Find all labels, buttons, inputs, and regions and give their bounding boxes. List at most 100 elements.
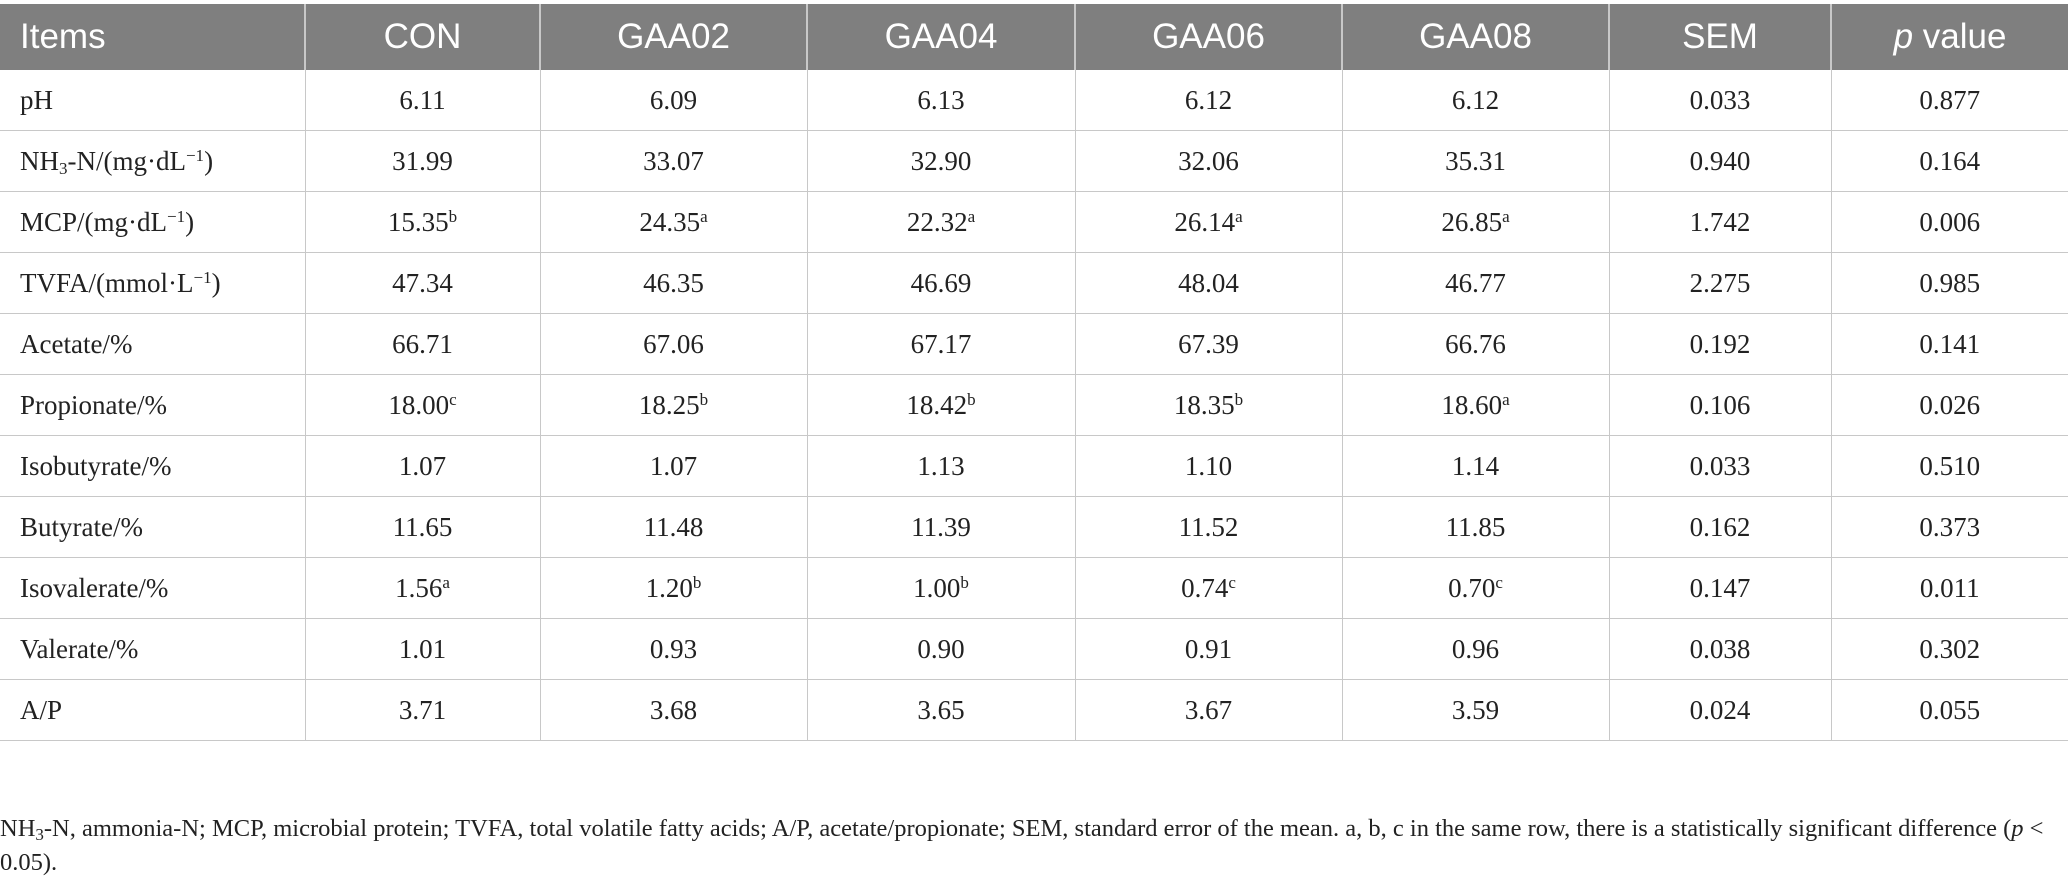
item-text-pre: NH (20, 145, 59, 176)
row-item-label: A/P (0, 679, 306, 741)
row-item-label: Propionate/% (0, 374, 306, 436)
cell-value: 67.39 (1178, 328, 1239, 359)
table-row: Acetate/% 66.71 67.06 67.17 67.39 66.76 0.192 0… (0, 313, 2068, 375)
cell-significance-letter: a (1235, 206, 1243, 226)
cell-gaa04: 46.69 (807, 252, 1076, 314)
cell-value: 24.35 (639, 206, 701, 237)
cell-gaa06: 26.14a (1075, 191, 1343, 253)
item-text: Acetate/% (20, 328, 133, 359)
cell-value: 11.52 (1178, 511, 1239, 542)
table-row: Isovalerate/% 1.56a 1.20b 1.00b 0.74c 0.70c 0.… (0, 557, 2068, 619)
cell-con: 15.35b (305, 191, 541, 253)
cell-value: 1.00 (913, 572, 961, 603)
cell-value: 67.06 (643, 328, 704, 359)
cell-gaa06: 0.91 (1075, 618, 1343, 680)
cell-value: 33.07 (643, 145, 704, 176)
cell-con: 3.71 (305, 679, 541, 741)
item-text-post: ) (204, 145, 214, 176)
cell-value: 3.68 (649, 694, 698, 725)
cell-value: 3.71 (398, 694, 447, 725)
cell-sem: 0.147 (1609, 557, 1832, 619)
cell-value: 6.09 (649, 84, 698, 115)
cell-gaa06: 1.10 (1075, 435, 1343, 497)
cell-gaa08: 46.77 (1342, 252, 1610, 314)
table-row: TVFA/(mmol·L−1) 47.34 46.35 46.69 48.04 46.77… (0, 252, 2068, 314)
cell-significance-letter: c (1228, 572, 1236, 592)
cell-value: 0.93 (649, 633, 698, 664)
table-body: pH 6.11 6.09 6.13 6.12 6.12 0.033 0.877 NH3-N/(m… (0, 70, 2068, 741)
cell-con: 31.99 (305, 130, 541, 192)
cell-value: 35.31 (1445, 145, 1506, 176)
cell-p-value: 0.985 (1831, 252, 2068, 314)
cell-gaa06: 18.35b (1075, 374, 1343, 436)
cell-gaa02: 6.09 (540, 70, 808, 131)
cell-value: 0.91 (1184, 633, 1233, 664)
cell-con: 1.07 (305, 435, 541, 497)
table-row: Propionate/% 18.00c 18.25b 18.42b 18.35b 18.6… (0, 374, 2068, 436)
cell-significance-letter: a (967, 206, 976, 226)
cell-con: 6.11 (305, 70, 541, 131)
header-p-value: p value (1831, 4, 2068, 70)
cell-significance-letter: b (448, 206, 458, 226)
cell-gaa04: 6.13 (807, 70, 1076, 131)
row-item-label: Butyrate/% (0, 496, 306, 558)
cell-value: 6.12 (1184, 84, 1233, 115)
cell-value: 1.56 (395, 572, 443, 603)
cell-gaa04: 0.90 (807, 618, 1076, 680)
header-gaa04: GAA04 (807, 4, 1076, 70)
cell-con: 66.71 (305, 313, 541, 375)
cell-gaa02: 1.20b (540, 557, 808, 619)
cell-value: 67.17 (910, 328, 972, 359)
cell-value: 3.65 (917, 694, 965, 725)
cell-gaa06: 32.06 (1075, 130, 1343, 192)
cell-value: 6.12 (1451, 84, 1500, 115)
footnote-text-2: < 0.05). (0, 815, 2044, 876)
cell-gaa06: 0.74c (1075, 557, 1343, 619)
cell-gaa04: 3.65 (807, 679, 1076, 741)
cell-p-value: 0.011 (1831, 557, 2068, 619)
cell-gaa06: 6.12 (1075, 70, 1343, 131)
item-text: Butyrate/% (20, 511, 143, 542)
footnote-text-1: -N, ammonia-N; MCP, microbial protein; T… (43, 815, 2012, 842)
row-item-label: TVFA/(mmol·L−1) (0, 252, 306, 314)
table-row: NH3-N/(mg·dL−1) 31.99 33.07 32.90 32.06 35.31… (0, 130, 2068, 192)
item-superscript: −1 (167, 206, 186, 226)
cell-con: 1.56a (305, 557, 541, 619)
cell-sem: 0.106 (1609, 374, 1832, 436)
item-text-post: ) (185, 206, 195, 237)
cell-p-value: 0.006 (1831, 191, 2068, 253)
cell-gaa08: 18.60a (1342, 374, 1610, 436)
cell-value: 18.42 (906, 389, 968, 420)
table-row: Butyrate/% 11.65 11.48 11.39 11.52 11.85 0.162… (0, 496, 2068, 558)
cell-value: 1.07 (649, 450, 698, 481)
item-text-pre: TVFA/(mmol·L (20, 267, 194, 298)
cell-gaa04: 11.39 (807, 496, 1076, 558)
item-superscript: −1 (185, 145, 205, 165)
cell-value: 1.14 (1451, 450, 1500, 481)
cell-gaa06: 3.67 (1075, 679, 1343, 741)
row-item-label: NH3-N/(mg·dL−1) (0, 130, 306, 192)
cell-p-value: 0.510 (1831, 435, 2068, 497)
table-row: Valerate/% 1.01 0.93 0.90 0.91 0.96 0.038 0.302 (0, 618, 2068, 680)
header-items: Items (0, 4, 306, 70)
table-row: pH 6.11 6.09 6.13 6.12 6.12 0.033 0.877 (0, 70, 2068, 131)
cell-gaa02: 24.35a (540, 191, 808, 253)
cell-con: 1.01 (305, 618, 541, 680)
cell-value: 3.67 (1184, 694, 1233, 725)
header-gaa02: GAA02 (540, 4, 808, 70)
footnote-p-italic: p (2011, 815, 2024, 842)
cell-gaa08: 6.12 (1342, 70, 1610, 131)
cell-sem: 0.024 (1609, 679, 1832, 741)
cell-gaa04: 1.00b (807, 557, 1076, 619)
cell-value: 1.20 (645, 572, 693, 603)
cell-value: 15.35 (387, 206, 449, 237)
cell-gaa06: 48.04 (1075, 252, 1343, 314)
footnote-nh: NH (0, 815, 36, 842)
cell-p-value: 0.877 (1831, 70, 2068, 131)
cell-gaa04: 22.32a (807, 191, 1076, 253)
header-gaa08: GAA08 (1342, 4, 1610, 70)
cell-value: 0.74 (1181, 572, 1229, 603)
cell-value: 31.99 (392, 145, 453, 176)
cell-value: 46.77 (1445, 267, 1506, 298)
cell-gaa02: 0.93 (540, 618, 808, 680)
